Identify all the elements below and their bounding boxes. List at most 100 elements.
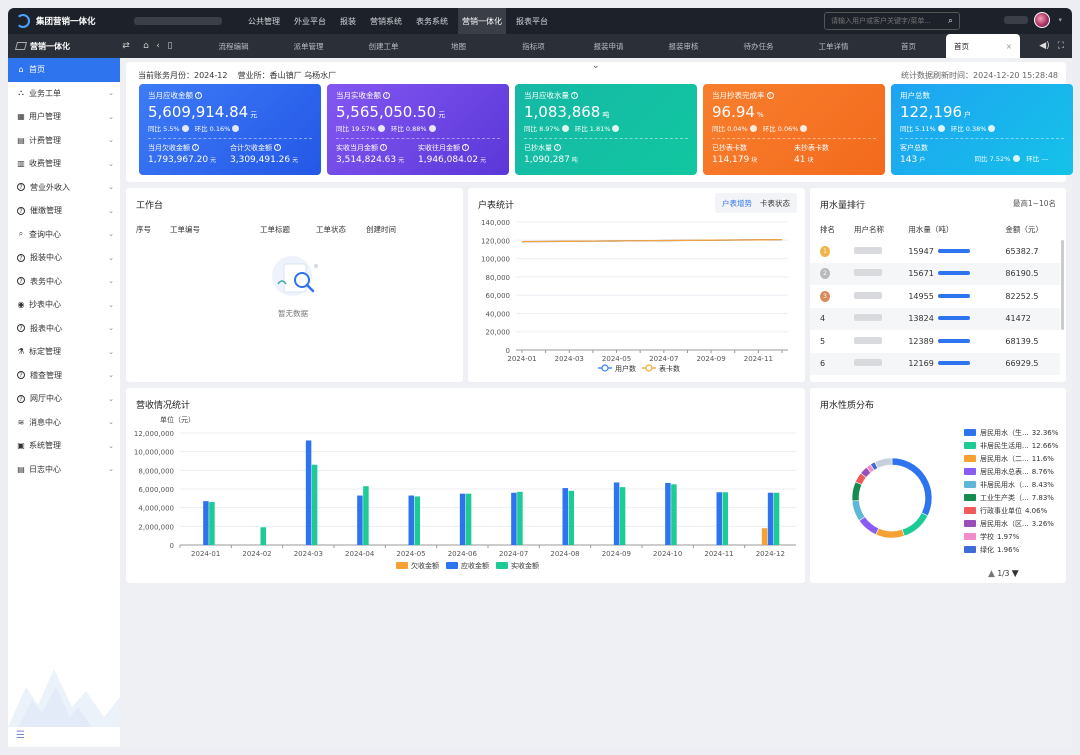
sidebar-item[interactable]: ⛬ 业务工单 ⌄ [8,82,120,106]
info-icon[interactable]: ! [380,144,387,151]
menu-toggle-icon[interactable]: ☰ [16,730,25,741]
top-nav-item[interactable]: 外业平台 [294,16,326,26]
sidebar-item[interactable]: ◉ 抄表中心 ⌄ [8,293,120,317]
tab-item[interactable]: 派单管理 [293,41,324,51]
legend-item[interactable]: 工业生产类（... 7.83% [964,491,1058,504]
tab-active[interactable]: 首页 × [946,34,1020,58]
chevron-down-icon[interactable]: ▾ [1058,16,1062,24]
sidebar-item[interactable]: ≋ 消息中心 ⌄ [8,411,120,435]
sidebar-item[interactable]: ▥ 收费管理 ⌄ [8,152,120,176]
bar[interactable] [562,488,569,545]
top-nav-item[interactable]: 表务系统 [416,16,448,26]
info-icon[interactable]: ! [195,92,202,99]
sidebar-item[interactable]: ▤ 日志中心 ⌄ [8,458,120,482]
bar[interactable] [465,493,472,545]
kpi-card[interactable]: 当月应收金额! 5,609,914.84 元同比 5.5% 环比 0.16% 当月欠收金… [139,84,321,175]
bar[interactable] [671,484,677,545]
sidebar-item[interactable]: ? 表务中心 ⌄ [8,270,120,294]
ranking-row[interactable]: 3 14955 82252.5 [810,285,1060,308]
sidebar-item[interactable]: ? 报表中心 ⌄ [8,317,120,341]
tab-item[interactable]: 报装申请 [593,41,624,51]
global-search[interactable]: ⌕ [824,12,960,30]
bar[interactable] [459,493,466,545]
bar[interactable] [568,490,575,545]
sidebar-item[interactable]: ▦ 用户管理 ⌄ [8,105,120,129]
bar[interactable] [408,495,415,545]
bar[interactable] [363,486,369,545]
kpi-card[interactable]: 当月应收水量! 1,083,868 吨同比 8.97% 环比 1.81% 已抄水量! 1,… [515,84,697,175]
bar[interactable] [716,492,723,545]
close-icon[interactable]: × [1005,41,1012,51]
legend-item[interactable]: 居民用水（二... 11.6% [964,452,1058,465]
segment-tab[interactable]: 卡表状态 [760,198,790,208]
legend-item[interactable]: 居民用水总表... 8.76% [964,465,1058,478]
sidebar-item[interactable]: ? 报装中心 ⌄ [8,246,120,270]
ranking-row[interactable]: 2 15671 86190.5 [810,262,1060,285]
bar[interactable] [260,527,267,545]
sidebar-item[interactable]: ⌂ 首页 [8,58,120,82]
tab-item[interactable]: 工单详情 [818,41,849,51]
sidebar-item[interactable]: ? 营业外收入 ⌄ [8,176,120,200]
info-icon[interactable]: ! [571,92,578,99]
bar[interactable] [209,502,215,545]
legend-item[interactable]: 非居民用水（... 8.43% [964,478,1058,491]
bar[interactable] [305,440,312,545]
donut-slice[interactable] [891,457,933,517]
legend-item[interactable]: 学校 1.97% [964,530,1058,543]
kpi-card[interactable]: 当月抄表完成率! 96.94% 同比 0.04% 环比 0.06% 已抄表卡数 114,1… [703,84,885,175]
swap-icon[interactable]: ⇄ [122,41,130,51]
top-nav-item[interactable]: 公共管理 [248,16,280,26]
segment-tab[interactable]: 户表增势 [722,198,752,208]
tab-item[interactable]: 首页 [901,41,916,51]
avatar[interactable] [1034,12,1050,28]
search-icon[interactable]: ⌕ [947,16,953,26]
info-icon[interactable]: ! [192,144,199,151]
tab-scroll-icon[interactable]: ▯ [167,41,173,51]
tab-item[interactable]: 报装审核 [668,41,699,51]
kpi-card[interactable]: 用户总数 122,196 户同比 5.11% 环比 0.38% 客户总数 143 户同比 7… [891,84,1073,175]
top-nav-item[interactable]: 报表平台 [516,16,548,26]
sidebar-item[interactable]: ⚗ 标定管理 ⌄ [8,340,120,364]
info-icon[interactable]: ! [554,144,561,151]
legend-item[interactable]: 绿化 1.96% [964,543,1058,556]
legend-swatch[interactable] [396,562,408,569]
bar[interactable] [767,492,774,545]
tab-item[interactable]: 指标项 [522,41,545,51]
bar[interactable] [761,528,768,545]
top-nav-item[interactable]: 营销一体化 [458,8,506,34]
donut-slice[interactable] [851,500,866,522]
ranking-row[interactable]: 1 15947 65382.7 [810,240,1060,263]
home-icon[interactable]: ⌂ [143,41,149,51]
legend-marker[interactable] [601,364,609,372]
sidebar-item[interactable]: ⌕ 查询中心 ⌄ [8,223,120,247]
bar[interactable] [722,492,729,545]
page-up-icon[interactable]: ▲ [988,569,995,579]
legend-item[interactable]: 居民用水（区... 3.26% [964,517,1058,530]
bar[interactable] [414,496,421,545]
donut-slice[interactable] [858,516,880,535]
legend-item[interactable]: 居民用水（生... 32.36% [964,426,1058,439]
legend-label[interactable]: 欠收金额 [411,561,439,570]
chevron-left-icon[interactable]: ‹ [156,41,160,51]
bar[interactable] [511,492,517,545]
username[interactable] [1004,16,1028,24]
page-down-icon[interactable]: ▼ [1011,569,1019,579]
legend-label[interactable]: 用户数 [615,364,636,373]
ranking-row[interactable]: 6 12169 66929.5 [810,352,1060,375]
collapse-icon[interactable]: ⌄ [592,61,600,71]
donut-slice[interactable] [851,481,863,502]
bar[interactable] [357,495,363,545]
sidebar-item[interactable]: ▤ 计费管理 ⌄ [8,129,120,153]
legend-marker[interactable] [645,364,653,372]
tab-item[interactable]: 地图 [451,41,466,51]
donut-slice[interactable] [874,457,893,469]
sidebar-item[interactable]: ▣ 系统管理 ⌄ [8,434,120,458]
legend-label[interactable]: 应收金额 [461,561,489,570]
ranking-scrollbar[interactable] [1061,240,1064,330]
info-icon[interactable]: ! [383,92,390,99]
legend-label[interactable]: 实收金额 [511,561,539,570]
bar[interactable] [665,482,671,545]
tab-item[interactable]: 待办任务 [743,41,774,51]
legend-label[interactable]: 表卡数 [659,364,680,373]
tab-item[interactable]: 流程编辑 [218,41,249,51]
